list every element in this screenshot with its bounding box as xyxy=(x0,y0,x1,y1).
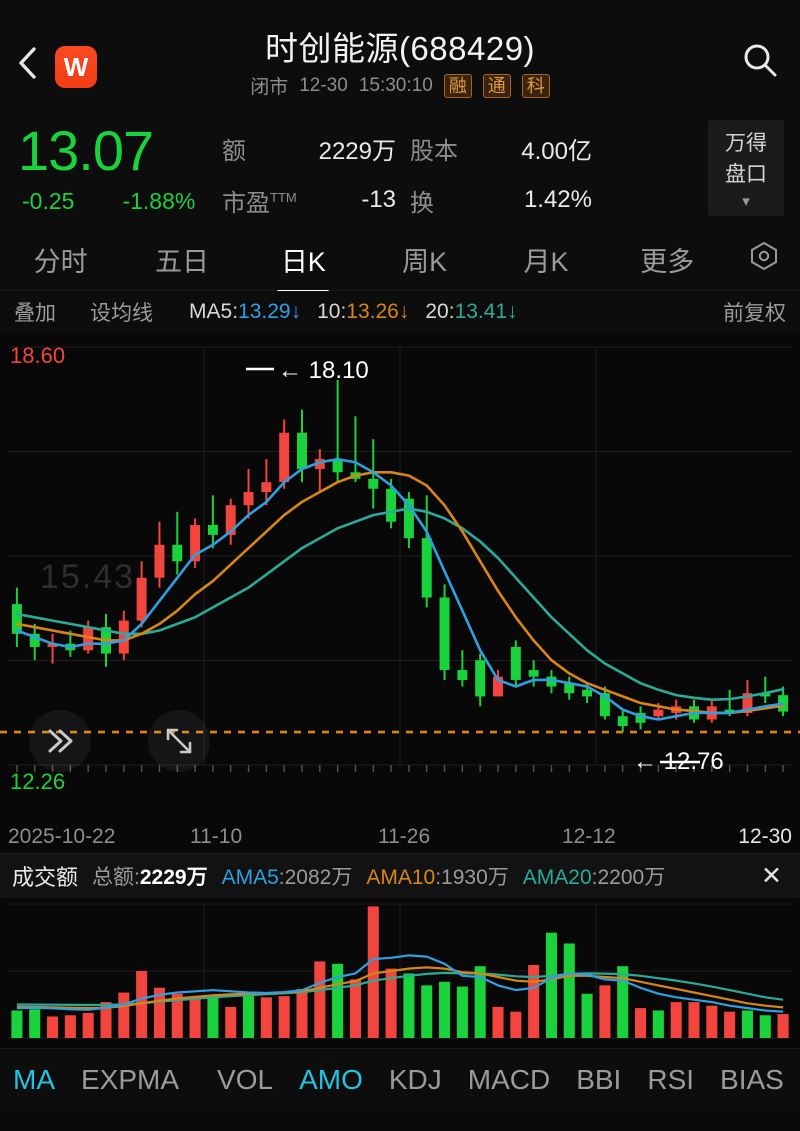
page-title: 时创能源(688429) xyxy=(264,30,536,67)
volume-chart[interactable] xyxy=(0,898,800,1048)
back-icon[interactable] xyxy=(16,46,40,79)
ama5-label: AMA5 xyxy=(221,866,279,889)
tab-daily-k[interactable]: 日K xyxy=(243,240,364,279)
x-label-2: 11-26 xyxy=(378,825,431,848)
stat-value-pe: -13 xyxy=(361,186,396,213)
ma5-arrow: ↓ xyxy=(290,300,302,323)
tab-five-day[interactable]: 五日 xyxy=(154,246,209,277)
ama20-value: 2200万 xyxy=(597,866,666,889)
stat-sup-pe: TTM xyxy=(270,189,297,205)
app-logo-label: W xyxy=(63,51,89,82)
ma20-label: 20 xyxy=(425,300,449,323)
market-status: 闭市 xyxy=(250,77,289,98)
indicator-bias[interactable]: BIAS xyxy=(720,1064,784,1095)
stat-key-shares: 股本 xyxy=(410,137,458,165)
indicator-vol[interactable]: VOL xyxy=(217,1064,274,1095)
stat-key-pe: 市盈TTM xyxy=(222,189,297,217)
indicator-tabs: MA EXPMA VOL AMO KDJ MACD BBI RSI BIAS W… xyxy=(0,1048,800,1111)
overlay-button[interactable]: 叠加 xyxy=(14,302,56,325)
ama5-readout: AMA5:2082万 xyxy=(221,866,353,889)
close-icon[interactable]: ✕ xyxy=(761,862,782,890)
change-row: -0.25 -1.88% xyxy=(22,188,195,215)
stat-value-shares: 4.00亿 xyxy=(521,137,592,165)
tab-weekly-k[interactable]: 周K xyxy=(402,246,448,277)
tab-monthly-k[interactable]: 月K xyxy=(523,246,569,277)
app-header: W 时创能源(688429) 闭市 12-30 15:30:10 融 通 科 xyxy=(0,0,800,110)
volume-total-value: 2229万 xyxy=(139,866,208,889)
expand-arrows-icon[interactable] xyxy=(148,710,210,772)
badge-margin: 融 xyxy=(443,73,472,98)
last-price: 13.07 xyxy=(18,119,154,182)
ma10-arrow: ↓ xyxy=(398,300,410,323)
search-icon[interactable] xyxy=(742,42,778,78)
chart-watermark: 15.43 xyxy=(40,558,136,596)
double-chevron-right-icon[interactable] xyxy=(29,710,91,772)
indicator-ma[interactable]: MA xyxy=(13,1064,55,1095)
candlestick-svg xyxy=(0,346,800,772)
ma-settings-row: 叠加 设均线 MA5:13.29↓ 10:13.26↓ 20:13.41↓ 前复… xyxy=(0,291,800,333)
ma-values: MA5:13.29↓ 10:13.26↓ 20:13.41↓ xyxy=(189,300,518,324)
annotation-high: ← 18.10 xyxy=(278,357,369,384)
x-label-0: 2025-10-22 xyxy=(8,825,116,848)
indicator-expma[interactable]: EXPMA xyxy=(81,1064,180,1095)
change-absolute: -0.25 xyxy=(22,188,75,214)
chevron-down-icon: ▾ xyxy=(742,192,750,210)
indicator-bbi[interactable]: BBI xyxy=(576,1064,622,1095)
quote-time: 15:30:10 xyxy=(358,74,433,96)
indicator-rsi[interactable]: RSI xyxy=(647,1064,695,1095)
volume-header: 成交额 总额:2229万 AMA5:2082万 AMA10:1930万 AMA2… xyxy=(0,853,800,898)
ma20-arrow: ↓ xyxy=(507,300,518,323)
ama20-label: AMA20 xyxy=(522,866,592,889)
quote-panel: 13.07 -0.25 -1.88% 额 2229万 股本 4.00亿 市盈TT… xyxy=(0,110,800,260)
ma10-label: 10 xyxy=(317,300,341,323)
stat-key-amount: 额 xyxy=(222,137,246,165)
chart-period-tabs: 分时 五日 日K 周K 月K 更多 xyxy=(0,228,800,291)
set-ma-button[interactable]: 设均线 xyxy=(90,302,153,325)
ama10-label: AMA10 xyxy=(366,866,436,889)
market-status-row: 闭市 12-30 15:30:10 融 通 科 xyxy=(0,72,800,99)
adjust-type-button[interactable]: 前复权 xyxy=(723,302,786,325)
ama5-value: 2082万 xyxy=(284,866,353,889)
ama10-readout: AMA10:1930万 xyxy=(366,866,509,889)
ma10-value: 13.26 xyxy=(346,300,399,323)
quote-date: 12-30 xyxy=(299,74,348,96)
x-axis: 2025-10-22 11-10 11-26 12-12 12-30 xyxy=(0,809,800,849)
stat-value-turnover: 1.42% xyxy=(523,186,592,213)
x-label-1: 11-10 xyxy=(190,825,243,848)
ma5-readout: MA5:13.29↓ xyxy=(189,300,302,323)
indicator-kdj[interactable]: KDJ xyxy=(388,1064,442,1095)
volume-title: 成交额 xyxy=(12,865,79,890)
price-axis-high: 18.60 xyxy=(10,343,66,368)
stat-value-amount: 2229万 xyxy=(318,137,396,165)
ma20-readout: 20:13.41↓ xyxy=(425,300,518,323)
tab-more[interactable]: 更多 xyxy=(640,246,695,277)
volume-total: 总额:2229万 xyxy=(92,866,208,889)
x-label-4: 12-30 xyxy=(738,825,792,848)
ma5-label: MA5 xyxy=(189,300,233,323)
x-label-3: 12-12 xyxy=(562,825,616,848)
ma5-value: 13.29 xyxy=(238,300,291,323)
indicator-amo[interactable]: AMO xyxy=(299,1064,363,1095)
ma20-value: 13.41 xyxy=(454,300,508,323)
pankou-line1: 万得 xyxy=(725,131,767,155)
volume-svg xyxy=(8,903,792,1039)
badge-connect: 通 xyxy=(482,73,511,98)
indicator-macd[interactable]: MACD xyxy=(467,1064,551,1095)
annotation-low: ← 12.76 xyxy=(633,748,724,775)
ma10-readout: 10:13.26↓ xyxy=(317,300,410,323)
settings-hexagon-icon[interactable] xyxy=(728,240,800,279)
ama10-value: 1930万 xyxy=(441,866,509,889)
badge-star-market: 科 xyxy=(521,73,550,98)
ama20-readout: AMA20:2200万 xyxy=(522,866,666,889)
pankou-button[interactable]: 万得 盘口 ▾ xyxy=(708,120,784,216)
price-axis-low: 12.26 xyxy=(10,769,66,794)
pankou-line2: 盘口 xyxy=(725,162,767,186)
stat-key-turnover: 换 xyxy=(410,189,434,217)
change-percent: -1.88% xyxy=(122,188,196,214)
app-logo[interactable]: W xyxy=(55,46,97,88)
tab-fenshi[interactable]: 分时 xyxy=(33,246,88,277)
candlestick-chart[interactable]: 15.43 18.60 12.26 ← 18.10 ← 12.76 2025-1… xyxy=(0,333,800,853)
